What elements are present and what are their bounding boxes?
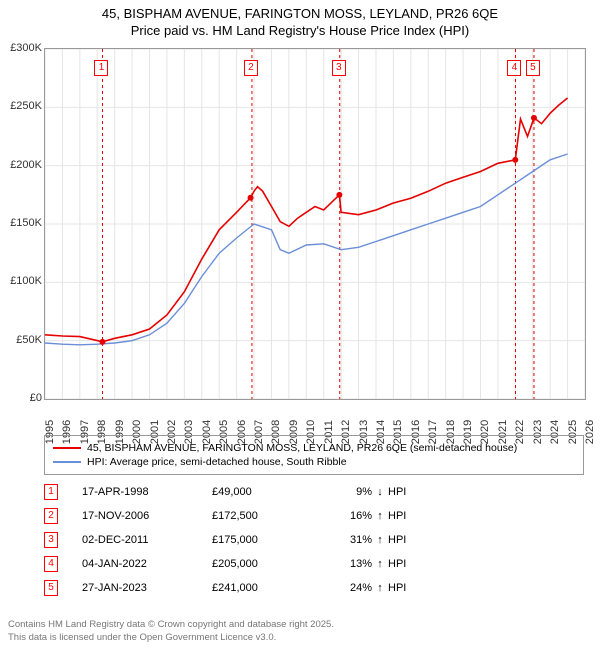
footer: Contains HM Land Registry data © Crown c… <box>8 619 334 644</box>
event-indicator: HPI <box>388 510 406 522</box>
event-marker-box: 4 <box>507 60 521 76</box>
event-number-box: 4 <box>44 556 58 572</box>
event-marker-box: 5 <box>526 60 540 76</box>
event-arrow-icon: ↑ <box>372 510 388 522</box>
chart-title: 45, BISPHAM AVENUE, FARINGTON MOSS, LEYL… <box>0 0 600 40</box>
event-date: 27-JAN-2023 <box>82 582 212 594</box>
y-tick-label: £50K <box>2 334 42 346</box>
event-indicator: HPI <box>388 486 406 498</box>
event-arrow-icon: ↓ <box>372 486 388 498</box>
event-arrow-icon: ↑ <box>372 534 388 546</box>
event-pct: 13% <box>322 558 372 570</box>
event-row: 3 02-DEC-2011£175,00031%↑HPI <box>44 528 584 552</box>
legend-label: 45, BISPHAM AVENUE, FARINGTON MOSS, LEYL… <box>87 442 517 454</box>
x-tick-label: 2026 <box>584 420 596 444</box>
chart-container: 45, BISPHAM AVENUE, FARINGTON MOSS, LEYL… <box>0 0 600 650</box>
event-date: 02-DEC-2011 <box>82 534 212 546</box>
event-marker-box: 3 <box>332 60 346 76</box>
legend-label: HPI: Average price, semi-detached house,… <box>87 456 347 468</box>
event-row: 2 17-NOV-2006£172,50016%↑HPI <box>44 504 584 528</box>
title-line2: Price paid vs. HM Land Registry's House … <box>0 23 600 40</box>
title-line1: 45, BISPHAM AVENUE, FARINGTON MOSS, LEYL… <box>0 6 600 23</box>
event-marker-box: 2 <box>244 60 258 76</box>
legend-item: HPI: Average price, semi-detached house,… <box>53 455 575 469</box>
event-date: 17-APR-1998 <box>82 486 212 498</box>
event-row: 4 04-JAN-2022£205,00013%↑HPI <box>44 552 584 576</box>
footer-line1: Contains HM Land Registry data © Crown c… <box>8 619 334 631</box>
y-tick-label: £300K <box>2 42 42 54</box>
event-date: 17-NOV-2006 <box>82 510 212 522</box>
event-number-box: 5 <box>44 580 58 596</box>
event-indicator: HPI <box>388 582 406 594</box>
y-tick-label: £100K <box>2 275 42 287</box>
legend-swatch <box>53 461 81 463</box>
event-marker-box: 1 <box>94 60 108 76</box>
event-pct: 31% <box>322 534 372 546</box>
event-price: £49,000 <box>212 486 322 498</box>
y-tick-label: £250K <box>2 100 42 112</box>
event-price: £175,000 <box>212 534 322 546</box>
legend-swatch <box>53 447 81 449</box>
event-price: £241,000 <box>212 582 322 594</box>
event-price: £205,000 <box>212 558 322 570</box>
event-pct: 16% <box>322 510 372 522</box>
event-price: £172,500 <box>212 510 322 522</box>
event-row: 1 17-APR-1998£49,0009%↓HPI <box>44 480 584 504</box>
chart-svg <box>45 49 585 399</box>
event-number-box: 3 <box>44 532 58 548</box>
event-indicator: HPI <box>388 534 406 546</box>
chart-plot-area <box>44 48 586 400</box>
event-number-box: 2 <box>44 508 58 524</box>
footer-line2: This data is licensed under the Open Gov… <box>8 632 334 644</box>
legend: 45, BISPHAM AVENUE, FARINGTON MOSS, LEYL… <box>44 435 584 475</box>
event-date: 04-JAN-2022 <box>82 558 212 570</box>
y-tick-label: £200K <box>2 159 42 171</box>
event-indicator: HPI <box>388 558 406 570</box>
event-row: 5 27-JAN-2023£241,00024%↑HPI <box>44 576 584 600</box>
y-tick-label: £150K <box>2 217 42 229</box>
legend-item: 45, BISPHAM AVENUE, FARINGTON MOSS, LEYL… <box>53 441 575 455</box>
events-table: 117-APR-1998£49,0009%↓HPI217-NOV-2006£17… <box>44 480 584 600</box>
event-pct: 24% <box>322 582 372 594</box>
event-number-box: 1 <box>44 484 58 500</box>
event-pct: 9% <box>322 486 372 498</box>
event-arrow-icon: ↑ <box>372 582 388 594</box>
y-tick-label: £0 <box>2 392 42 404</box>
event-arrow-icon: ↑ <box>372 558 388 570</box>
